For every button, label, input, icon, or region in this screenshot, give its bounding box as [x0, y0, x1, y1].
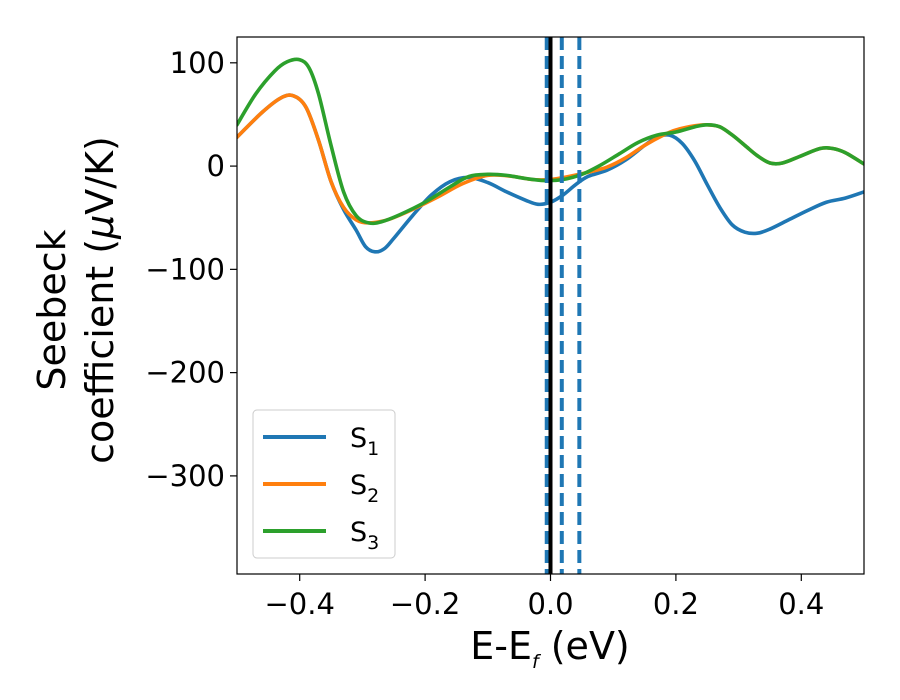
- y-axis-title-line2-main: coefficient (: [78, 239, 122, 464]
- y-tick-label: 0: [207, 149, 225, 183]
- y-tick-label: −200: [145, 356, 225, 390]
- y-axis-title: Seebeck coefficient (μV/K): [30, 136, 122, 464]
- legend-label-s2: S2: [350, 470, 379, 507]
- y-tick-label: 100: [170, 46, 225, 80]
- x-tick-label: 0.0: [527, 587, 573, 621]
- x-tick-label: 0.4: [778, 587, 824, 621]
- series-line-s3: [237, 57, 864, 226]
- x-tick-label: −0.2: [390, 587, 460, 621]
- y-tick-label: −100: [145, 252, 225, 286]
- x-tick-label: 0.2: [653, 587, 699, 621]
- y-axis-title-line2: coefficient (μV/K): [78, 136, 122, 464]
- y-axis-title-mu: μ: [78, 215, 122, 240]
- x-axis-title-main: E-E: [470, 624, 532, 668]
- x-tick-label: −0.4: [264, 587, 334, 621]
- y-axis-title-unit: V/K): [78, 136, 122, 215]
- legend-label-s1: S1: [350, 423, 379, 460]
- x-axis-title-sub: f: [532, 651, 542, 673]
- legend: S1 S2 S3: [252, 409, 396, 559]
- x-axis-title-unit: (eV): [539, 624, 630, 668]
- axis-ticks: −0.4 −0.2 0.0 0.2 0.4 100 0 −100 −200 −300: [145, 46, 824, 621]
- y-axis-title-line1: Seebeck: [30, 229, 74, 390]
- x-axis-title: E-Ef (eV): [470, 624, 630, 673]
- plot-area: [237, 37, 864, 574]
- legend-label-s3: S3: [350, 517, 379, 554]
- y-tick-label: −300: [145, 459, 225, 493]
